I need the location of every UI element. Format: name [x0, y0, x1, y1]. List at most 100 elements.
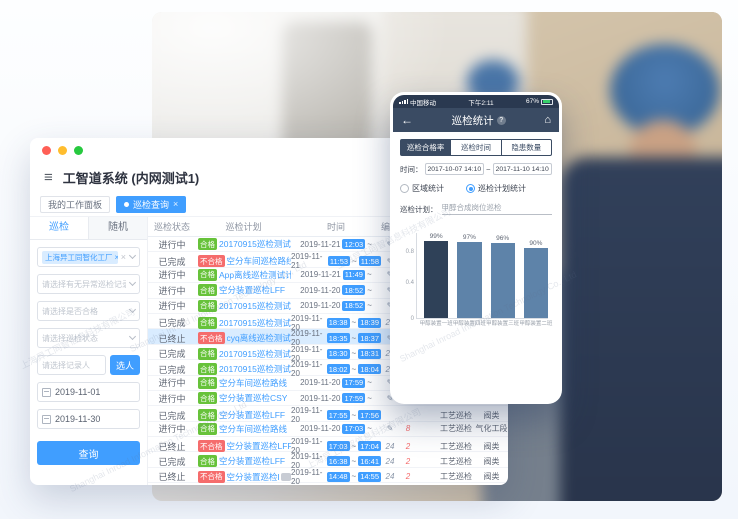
table-row[interactable]: 已完成 合格 空分装置巡检LFF 2019-11-20 17:55 ~ 17:5… [148, 406, 508, 424]
bar-column: 90% 甲醇装置二班 [519, 233, 552, 327]
plan-link[interactable]: 20170915巡检测试 [219, 239, 291, 250]
start-time-badge: 18:35 [326, 333, 350, 344]
bar-category-label: 甲醇装置一班 [419, 321, 453, 327]
sidebar-tab-inspection[interactable]: 巡检 [30, 217, 89, 239]
start-time-badge: 17:59 [342, 393, 366, 404]
time-to-input[interactable]: 2017-11-10 14:10 [492, 163, 552, 175]
minimize-window-button[interactable] [58, 145, 67, 155]
table-row[interactable]: 进行中 合格 空分装置巡检CSY 2019-11-20 17:59 ~ [148, 391, 508, 407]
remove-tag-icon[interactable]: × [114, 252, 119, 262]
result-badge: 不合格 [198, 332, 225, 345]
edit-mark[interactable]: ✎ [381, 301, 399, 310]
header-plan: 巡检计划 [225, 222, 262, 232]
plan-link[interactable]: 空分车间巡检路线 [226, 256, 292, 267]
edit-mark[interactable]: ✎ [386, 424, 394, 434]
time-filter-row: 时间： 2017-10-07 14:10 ~ 2017-11-10 14:10 [400, 163, 552, 175]
help-icon[interactable]: ? [496, 115, 506, 125]
abnormal-count: 2 [405, 472, 411, 482]
filter-select[interactable]: 请选择巡检状态 [37, 328, 140, 348]
active-dot-icon [124, 201, 130, 207]
start-time-badge: 17:03 [342, 423, 366, 434]
record-person-input[interactable]: 请选择记录人 [37, 355, 106, 375]
edit-mark[interactable]: ✎ [381, 286, 399, 295]
table-row[interactable]: 进行中 合格 空分车间巡检路线 2019-11-20 17:03 ~ ✎ [148, 422, 508, 438]
radio-option[interactable]: 区域统计 [400, 183, 444, 194]
pick-person-button[interactable]: 选人 [109, 355, 140, 375]
clear-icon[interactable]: × [120, 252, 126, 262]
time-cell: 2019-11-20 17:03 ~ [291, 423, 381, 434]
status-cell: 已终止 [158, 441, 186, 452]
result-badge: 合格 [198, 392, 217, 405]
filter-select[interactable]: 请选择有无异常巡检记录 [37, 274, 140, 294]
plan-link[interactable]: 空分装置巡检LFF [219, 410, 286, 421]
date-from-input[interactable]: 2019-11-01 [37, 382, 140, 402]
end-time-badge: 16:41 [358, 456, 381, 467]
time-cell: 2019-11-20 17:03 ~ 17:04 [291, 437, 381, 455]
close-tab-icon[interactable]: × [173, 199, 179, 209]
table-row[interactable]: 进行中 合格 App离线巡检测试计划 2019-11-21 11:49 ~ [148, 268, 508, 284]
plan-link[interactable]: 20170915巡检测试 [219, 300, 291, 311]
edit-mark[interactable]: ✎ [381, 270, 399, 279]
plan-link[interactable]: 空分装置巡检CSY [219, 393, 288, 404]
maximize-window-button[interactable] [74, 145, 83, 155]
plan-link[interactable]: 空分车间巡检路线 [219, 377, 288, 388]
phone-tab[interactable]: 巡检合格率 [400, 139, 452, 156]
filter-select[interactable]: 请选择是否合格 [37, 301, 140, 321]
bar[interactable] [424, 241, 449, 318]
tab-inspection-query[interactable]: 巡检查询 × [116, 195, 187, 213]
tilde: ~ [351, 472, 357, 482]
tab-workboard[interactable]: 我的工作面板 [40, 195, 111, 213]
table-row[interactable]: 已终止 不合格 空分装置巡检LFF 2019-11-20 17:03 ~ 17:… [148, 437, 508, 455]
edit-mark[interactable]: ✎ [386, 393, 394, 403]
table-row[interactable]: 进行中 合格 空分车间巡检路线 2019-11-20 17:59 ~ ✎ [148, 376, 508, 391]
table-row[interactable]: 进行中 合格 20170915巡检测试 2019-11-20 18:52 ~ [148, 299, 508, 314]
end-time-badge: 18:37 [358, 333, 381, 344]
edit-mark[interactable]: 24 [385, 441, 395, 451]
table-row[interactable]: 已完成 不合格 空分车间巡检路线 2019-11-21 11:53 ~ 11:5… [148, 252, 508, 270]
radio-option[interactable]: 巡检计划统计 [466, 183, 526, 194]
back-icon[interactable]: ← [401, 113, 413, 127]
table-row[interactable]: 进行中 合格 空分装置巡检LFF 2019-11-20 18:52 ~ [148, 283, 508, 299]
tilde: ~ [367, 239, 372, 249]
result-badge: 不合格 [198, 470, 225, 483]
radio-icon [400, 184, 409, 193]
home-icon[interactable]: ⌂ [544, 114, 551, 126]
plan-link[interactable]: App离线巡检测试计划 [219, 269, 291, 280]
plan-link[interactable]: 空分车间巡检路线 [219, 423, 288, 434]
edit-mark[interactable]: ✎ [381, 257, 399, 266]
table-row[interactable]: 已终止 不合格 空分装置巡检LFF 2019-11-20 14:48 ~ 14:… [148, 468, 508, 485]
battery-indicator: 67% [526, 98, 553, 105]
plan-value-input[interactable]: 甲醇合成岗位巡检 [441, 202, 552, 215]
bar[interactable] [523, 248, 548, 318]
plan-link[interactable]: 空分装置巡检LFF [219, 285, 286, 296]
bar[interactable] [490, 243, 515, 318]
edit-mark[interactable]: ✎ [381, 334, 399, 343]
query-button[interactable]: 查询 [37, 441, 140, 465]
plan-link[interactable]: 空分装置巡检LFF [226, 441, 292, 452]
plan-link[interactable]: 20170915巡检测试 [219, 317, 291, 328]
sidebar-tab-random[interactable]: 随机 [89, 217, 147, 239]
time-from-input[interactable]: 2017-10-07 14:10 [424, 163, 485, 175]
phone-tab[interactable]: 隐患数量 [500, 139, 552, 156]
edit-mark[interactable]: ✎ [381, 240, 399, 249]
time-cell: 2019-11-20 18:52 ~ [291, 285, 381, 296]
plan-link[interactable]: 20170915巡检测试 [219, 364, 291, 375]
table-row[interactable]: 进行中 合格 20170915巡检测试 2019-11-21 12:03 ~ [148, 237, 508, 253]
area-cell: 阀类 [483, 472, 500, 482]
close-window-button[interactable] [42, 145, 51, 155]
plan-cell: 合格 空分装置巡检LFF [196, 409, 291, 422]
plan-link[interactable]: 空分装置巡检LFF [226, 471, 280, 482]
date-to-input[interactable]: 2019-11-30 [37, 409, 140, 429]
table-row[interactable]: 已完成 合格 20170915巡检测试 2019-11-20 18:30 ~ 1… [148, 345, 508, 363]
bar[interactable] [457, 242, 482, 318]
plan-link[interactable]: cyq离线巡检测试计划 [226, 333, 292, 344]
phone-tab[interactable]: 巡检时间 [450, 139, 502, 156]
table-row[interactable]: 已完成 合格 空分装置巡检LFF 2019-11-20 16:38 ~ 16:4… [148, 452, 508, 470]
menu-icon[interactable]: ≡ [44, 168, 53, 186]
edit-mark[interactable]: 24 [385, 472, 395, 482]
plan-link[interactable]: 空分装置巡检LFF [219, 456, 286, 467]
edit-mark[interactable]: 24 [385, 456, 395, 466]
factory-multiselect[interactable]: 上海异工同智化工厂 × × [37, 247, 140, 267]
edit-mark[interactable]: ✎ [381, 378, 399, 387]
plan-link[interactable]: 20170915巡检测试 [219, 348, 291, 359]
